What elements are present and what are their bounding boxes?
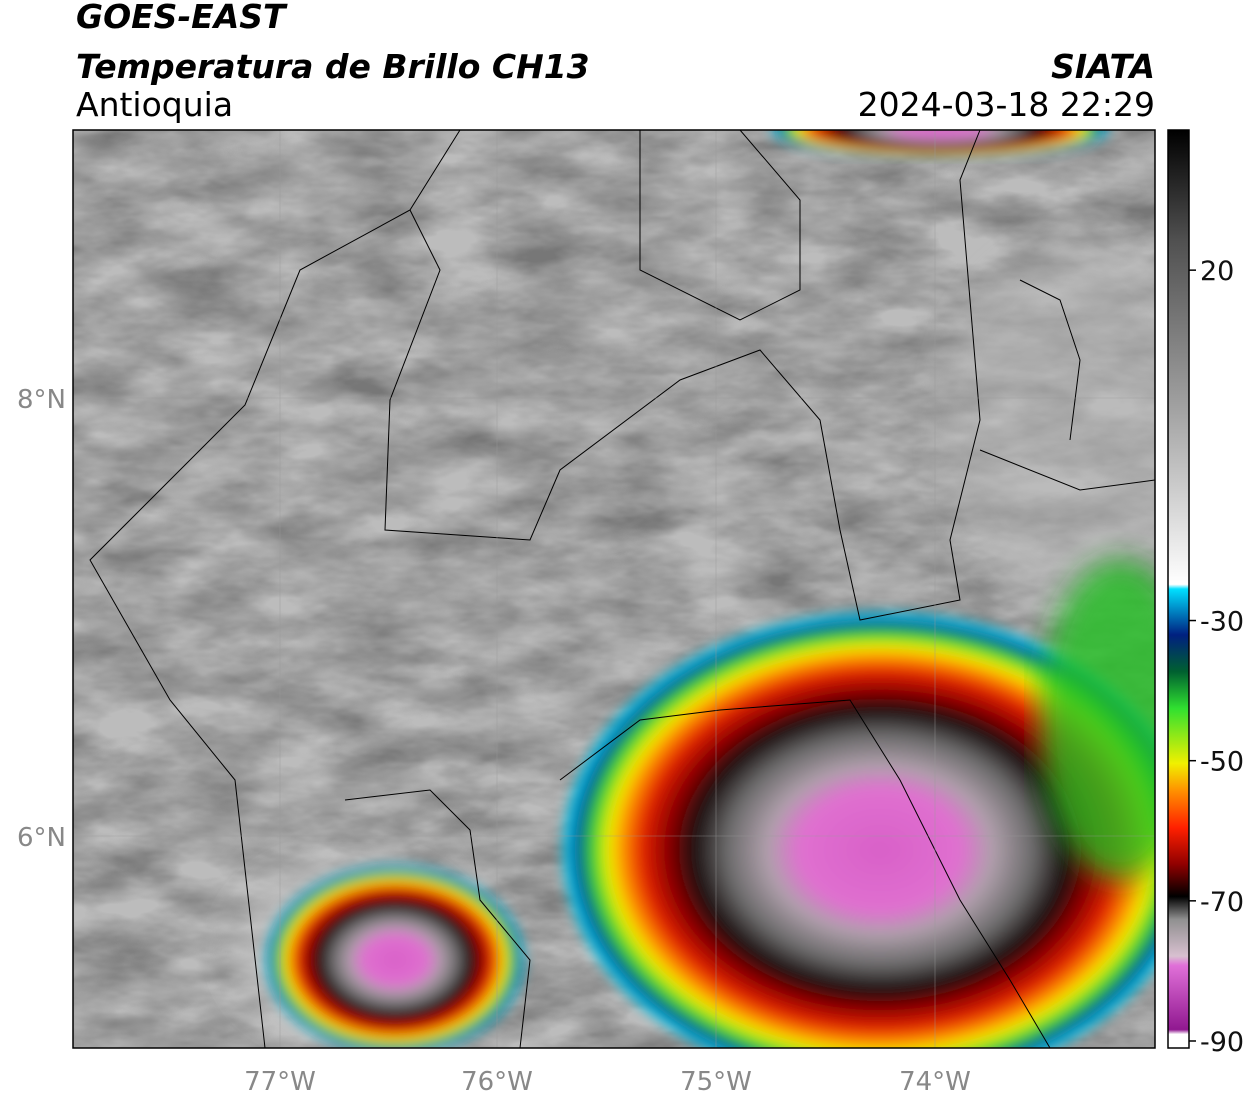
cloud-field — [940, 240, 1155, 600]
border-line — [979, 449, 1155, 491]
border-line — [89, 130, 461, 1048]
storm-top — [770, 130, 1110, 158]
subtitle: Temperatura de Brillo CH13 — [76, 47, 590, 86]
border-line — [384, 130, 981, 621]
timestamp: 2024-03-18 22:29 — [858, 85, 1155, 124]
lon-tick-label: 75°W — [680, 1067, 752, 1097]
colorbar-tick-label: -50 — [1200, 747, 1244, 778]
colorbar-tick-label: -90 — [1200, 1027, 1244, 1058]
satellite-image — [73, 130, 1155, 1048]
border-line — [639, 130, 801, 321]
colorbar-tick-label: -30 — [1200, 607, 1244, 638]
lon-tick-label: 74°W — [899, 1067, 971, 1097]
borders — [89, 130, 1155, 1048]
map-frame — [72, 129, 1156, 1049]
colorbar-tick-label: -70 — [1200, 887, 1244, 918]
title: GOES-EAST — [76, 0, 288, 36]
source: SIATA — [1051, 47, 1155, 86]
axis-ticks: 77°W 76°W 75°W 74°W 8°N 6°N 20 -30 -50 -70 -90 — [17, 256, 1244, 1097]
border-line — [344, 789, 531, 1048]
border-line — [1019, 279, 1081, 441]
colorbar-tick-label: 20 — [1200, 256, 1234, 287]
lon-tick-label: 76°W — [461, 1067, 533, 1097]
colorbar — [1167, 129, 1190, 1049]
storm-small — [265, 865, 525, 1048]
border-line — [559, 699, 1051, 1048]
lat-tick-label: 8°N — [17, 385, 66, 415]
storm-edge — [1040, 560, 1155, 880]
storm-main — [560, 610, 1155, 1048]
region: Antioquia — [76, 85, 233, 124]
lat-tick-label: 6°N — [17, 823, 66, 853]
graticule — [73, 130, 1155, 1048]
lon-tick-label: 77°W — [244, 1067, 316, 1097]
